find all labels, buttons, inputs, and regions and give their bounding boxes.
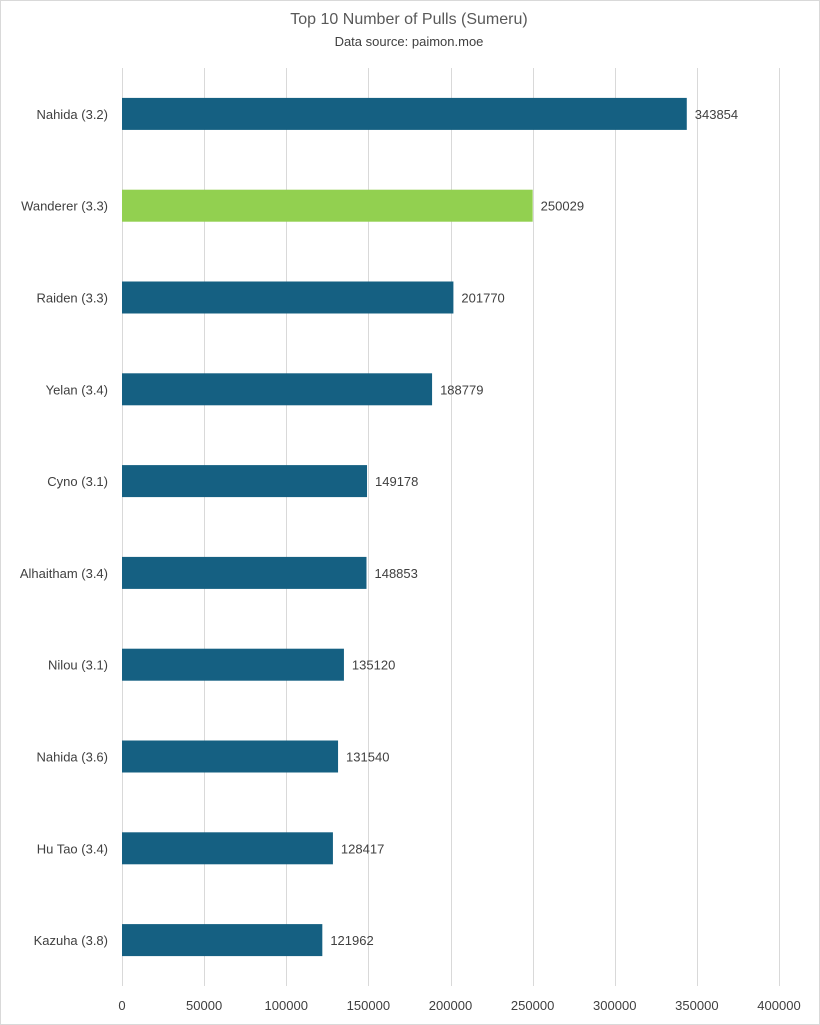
data-label: 148853	[374, 566, 417, 581]
data-label: 201770	[461, 291, 504, 306]
labels: 0 50000 100000 150000 200000 250000 300000 3500…	[20, 107, 801, 1013]
category-label: Wanderer (3.3)	[21, 199, 108, 214]
x-tick-label: 100000	[265, 998, 308, 1013]
x-tick-label: 50000	[186, 998, 222, 1013]
x-tick-label: 300000	[593, 998, 636, 1013]
category-label: Kazuha (3.8)	[34, 933, 108, 948]
x-tick-label: 400000	[757, 998, 800, 1013]
bars	[122, 97, 687, 957]
category-label: Yelan (3.4)	[46, 382, 108, 397]
x-tick-label: 150000	[347, 998, 390, 1013]
category-label: Nilou (3.1)	[48, 658, 108, 673]
data-label: 250029	[541, 199, 584, 214]
category-label: Nahida (3.6)	[36, 750, 108, 765]
data-label: 121962	[330, 933, 373, 948]
data-label: 131540	[346, 750, 389, 765]
bar	[122, 373, 433, 406]
category-label: Alhaitham (3.4)	[20, 566, 108, 581]
data-label: 149178	[375, 474, 418, 489]
bar	[122, 281, 454, 314]
bar	[122, 740, 339, 773]
bar	[122, 648, 344, 681]
category-label: Nahida (3.2)	[36, 107, 108, 122]
bar	[122, 97, 687, 130]
category-label: Hu Tao (3.4)	[37, 841, 108, 856]
x-tick-label: 250000	[511, 998, 554, 1013]
category-label: Cyno (3.1)	[47, 474, 108, 489]
data-label: 128417	[341, 841, 384, 856]
x-tick-label: 200000	[429, 998, 472, 1013]
chart-title: Top 10 Number of Pulls (Sumeru)	[290, 11, 528, 28]
bar	[122, 556, 367, 589]
x-tick-label: 0	[118, 998, 125, 1013]
bar	[122, 189, 533, 222]
x-tick-label: 350000	[675, 998, 718, 1013]
data-label: 135120	[352, 658, 395, 673]
chart-subtitle: Data source: paimon.moe	[334, 34, 484, 49]
category-label: Raiden (3.3)	[36, 291, 108, 306]
bar	[122, 924, 323, 957]
bar	[122, 832, 333, 865]
bar	[122, 465, 368, 498]
data-label: 188779	[440, 382, 483, 397]
data-label: 343854	[695, 107, 738, 122]
